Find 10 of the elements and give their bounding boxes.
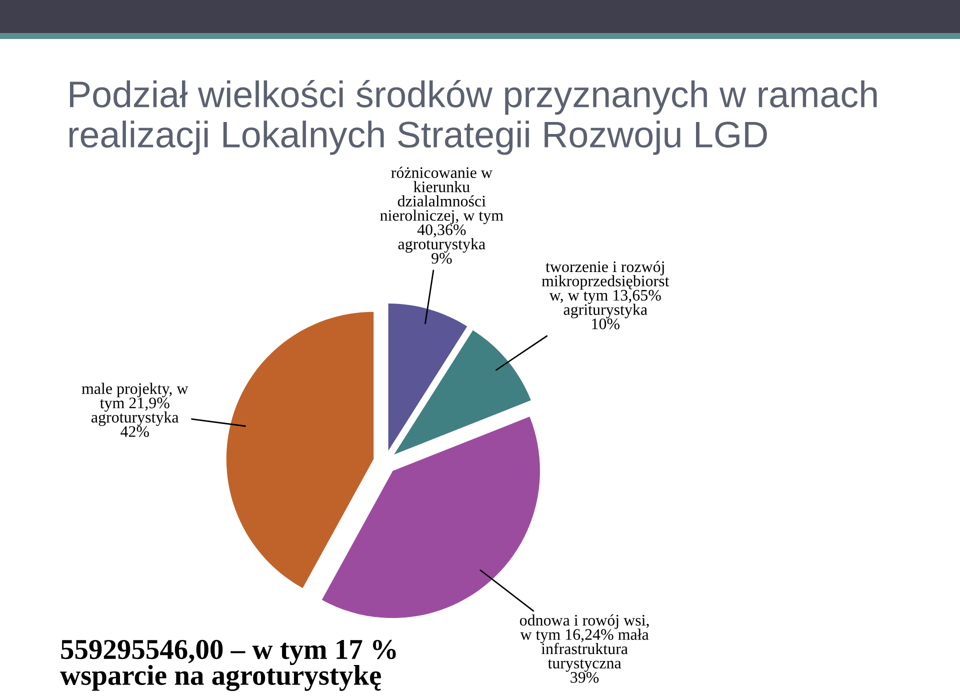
data-label: 10% — [592, 318, 620, 330]
slice-label: tworzenie i rozwój mikroprzedsiębiorst w, w tym 13,65% agriturystyka — [542, 260, 670, 318]
data-label: 42% — [120, 426, 149, 437]
slice-label: odnowa i rowój wsi, w tym 16,24% mała infrastruktura turystyczna — [520, 614, 649, 672]
data-label: 39% — [570, 672, 599, 683]
chart-title: Podział wielkości środków przyznanych w ramach realizacji Lokalnych Strategii Rozwoju LGD — [69, 80, 877, 155]
text: 559295546,00 – w tym 17 % wsparcie na agroturystykę — [60, 640, 396, 691]
data-label: 9% — [432, 252, 452, 264]
slice-label: male projekty, w tym 21,9% agroturystyka — [82, 382, 188, 426]
slice-label: różnicowanie w kierunku dzialalmności nierolniczej, w tym 40,36% agroturystyka — [380, 166, 504, 253]
